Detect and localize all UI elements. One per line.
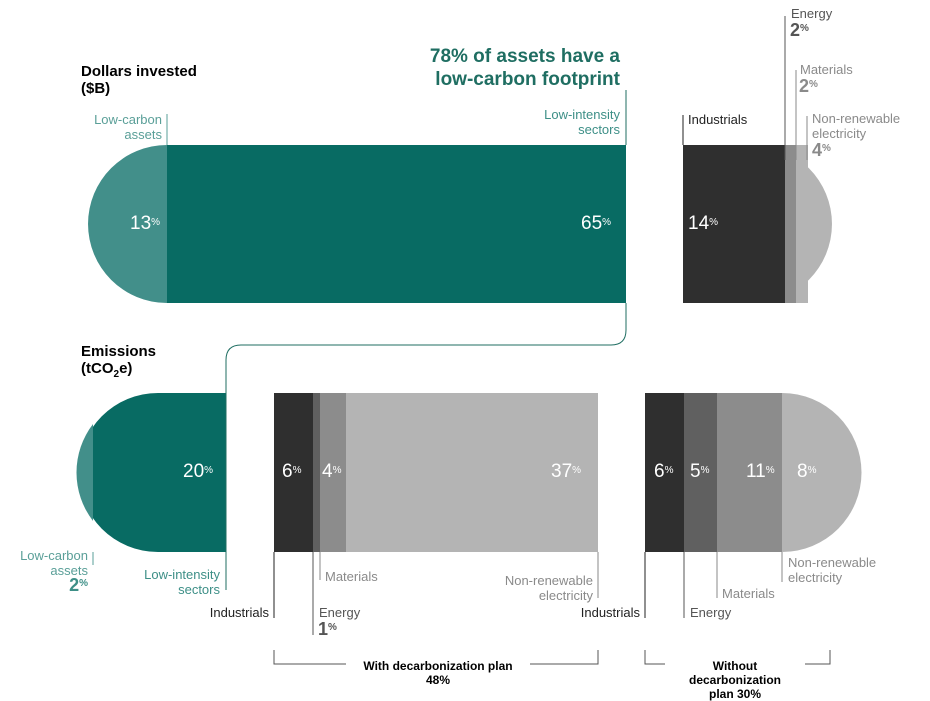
bar-without-energy — [684, 393, 717, 552]
value-with-industrials: 6% — [282, 461, 302, 482]
label-dollars-industrials: Industrials — [688, 112, 748, 127]
value-with-materials: 4% — [322, 461, 342, 482]
label-without-non-renewable: Non-renewable electricity — [788, 555, 877, 585]
label-with-energy: Energy — [319, 605, 361, 620]
value-emissions-low-intensity: 20% — [183, 461, 214, 482]
annotation-line-1: 78% of assets have a — [429, 46, 620, 67]
bar-with-industrials — [274, 393, 313, 552]
value-dollars-low-intensity: 65% — [581, 213, 612, 234]
label-emissions-low-intensity: Low-intensity sectors — [144, 567, 220, 597]
bar-with-materials — [320, 393, 346, 552]
label-with-materials: Materials — [325, 569, 378, 584]
bracket-with-plan — [273, 650, 599, 665]
bar-dollars-low-intensity — [167, 145, 626, 303]
connector-low-intensity — [225, 303, 627, 590]
label-with-non-renewable: Non-renewable electricity — [504, 573, 593, 603]
emissions-title: Emissions — [81, 343, 157, 360]
label-dollars-energy: Energy — [791, 6, 833, 21]
bar-with-non-renewable — [346, 393, 598, 552]
bar-dollars-low-carbon — [88, 145, 167, 303]
bar-with-energy — [313, 393, 320, 552]
label-dollars-materials: Materials — [800, 62, 853, 77]
bar-without-industrials — [645, 393, 684, 552]
value-dollars-low-carbon: 13% — [130, 213, 161, 234]
bar-emissions-low-carbon — [76, 424, 93, 521]
caption-with-plan: With decarbonization plan 48% — [363, 659, 513, 687]
bar-without-non-renewable — [782, 393, 862, 552]
emissions-unit: (tCO2e) — [81, 360, 133, 380]
label-emissions-low-carbon: Low-carbon assets — [20, 548, 88, 578]
caption-without-plan: Without decarbonization plan 30% — [688, 659, 781, 701]
label-with-industrials: Industrials — [209, 605, 269, 620]
value-without-materials: 11% — [746, 461, 775, 482]
label-without-energy: Energy — [690, 605, 732, 620]
bar-without-materials — [717, 393, 782, 552]
label-dollars-non-renewable: Non-renewable electricity — [812, 111, 901, 141]
dollars-unit: ($B) — [81, 80, 111, 97]
label-without-industrials: Industrials — [580, 605, 640, 620]
value-with-non-renewable: 37% — [551, 461, 582, 482]
value-dollars-industrials: 14% — [688, 213, 719, 234]
dollars-title: Dollars invested — [81, 63, 197, 80]
value-without-non-renewable: 8% — [797, 461, 817, 482]
annotation: 78% of assets have a low-carbon footprin… — [360, 45, 620, 91]
value-without-energy: 5% — [690, 461, 710, 482]
pct-dollars-non-renewable: 4% — [812, 140, 831, 160]
annotation-line-2: low-carbon footprint — [435, 69, 620, 90]
pct-dollars-materials: 2% — [799, 76, 818, 96]
label-without-materials: Materials — [722, 586, 775, 601]
bracket-without-plan — [644, 650, 831, 665]
bar-dollars-industrials — [683, 145, 785, 303]
pct-emissions-low-carbon: 2% — [69, 575, 88, 595]
pct-with-energy: 1% — [318, 619, 337, 639]
bar-emissions-low-intensity — [78, 393, 226, 552]
value-without-industrials: 6% — [654, 461, 674, 482]
label-dollars-low-intensity: Low-intensity sectors — [544, 107, 620, 137]
pct-dollars-energy: 2% — [790, 20, 809, 40]
label-dollars-low-carbon: Low-carbon assets — [94, 112, 162, 142]
